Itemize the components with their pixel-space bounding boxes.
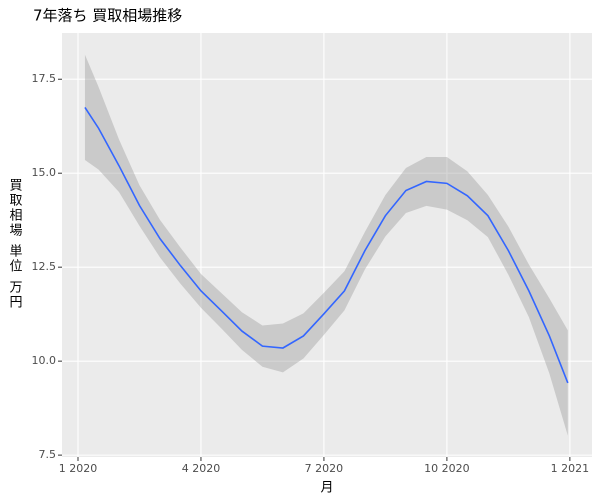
line xyxy=(84,106,569,384)
x-tick-label: 1 2020 xyxy=(59,462,98,475)
x-tick-label: 1 2021 xyxy=(551,462,590,475)
x-tick-label: 4 2020 xyxy=(182,462,221,475)
x-tick-label: 7 2020 xyxy=(305,462,344,475)
y-tick-label: 17.5 xyxy=(32,72,57,85)
y-tick-label: 10.0 xyxy=(32,354,57,367)
y-axis-label: 買取相場 単位 万円 xyxy=(7,178,23,310)
x-tick-label: 10 2020 xyxy=(424,462,470,475)
y-tick-label: 12.5 xyxy=(32,260,57,273)
y-tick-label: 15.0 xyxy=(32,166,57,179)
panel xyxy=(62,33,592,457)
chart-title: 7年落ち 買取相場推移 xyxy=(33,7,182,25)
x-axis-label: 月 xyxy=(320,481,333,496)
y-tick-label: 7.5 xyxy=(39,448,57,461)
